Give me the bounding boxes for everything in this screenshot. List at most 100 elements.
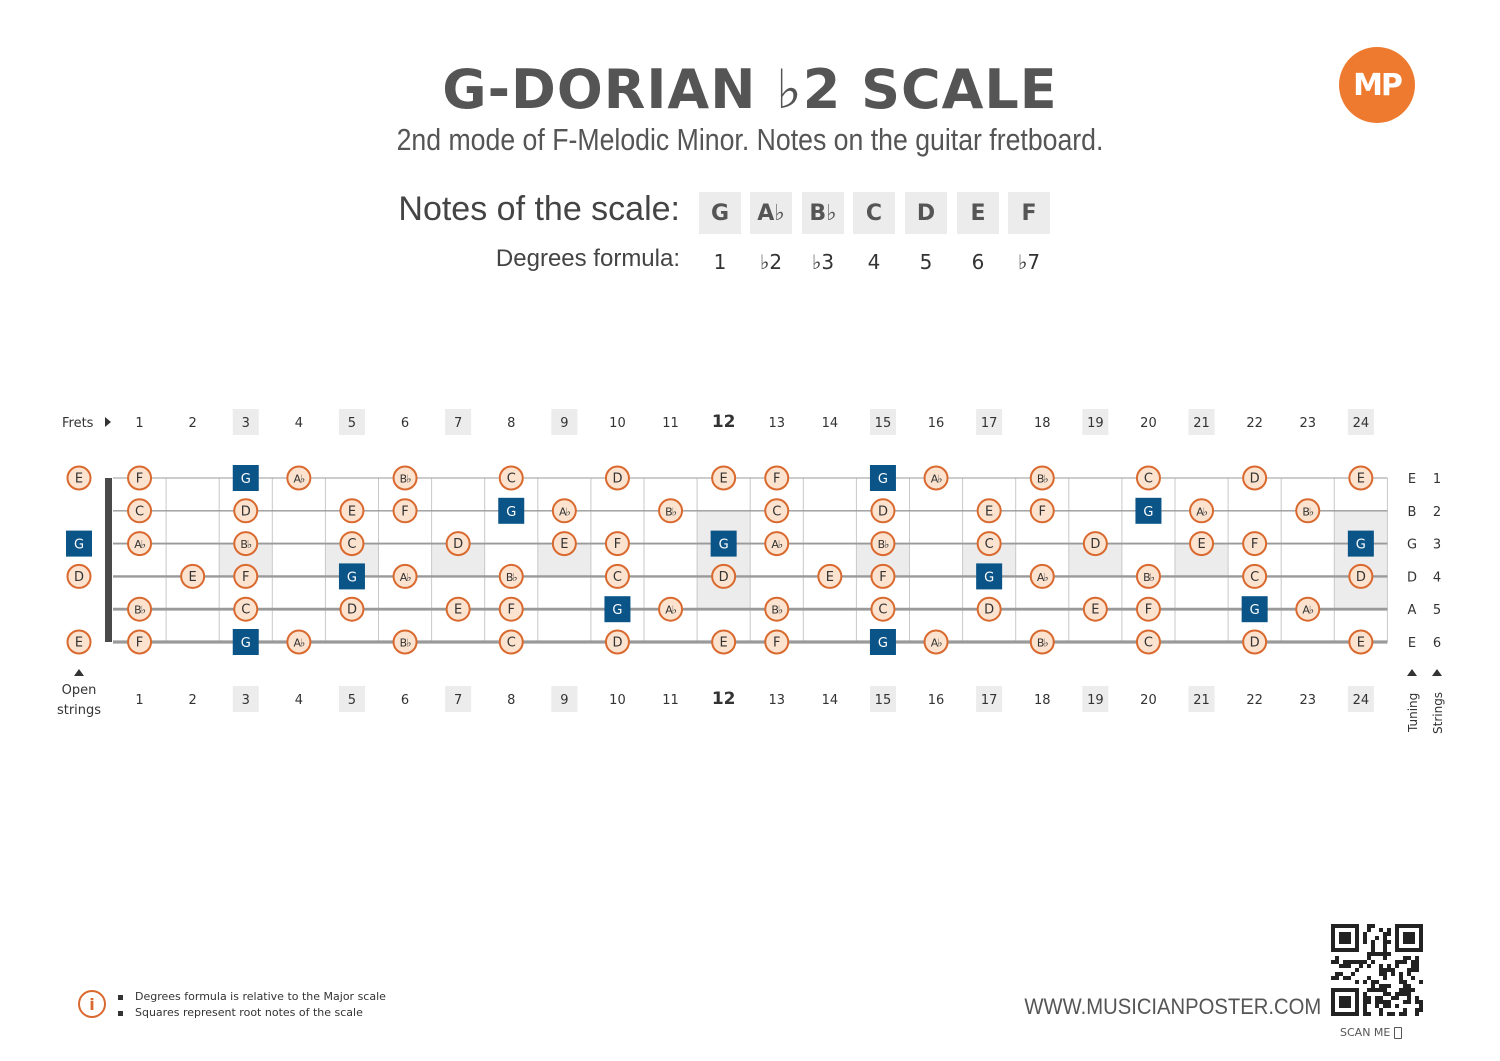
qr-module (1339, 972, 1343, 976)
arrow-up-icon (1407, 669, 1417, 676)
qr-module (1383, 956, 1387, 960)
notes-of-scale-label: Notes of the scale: (398, 190, 680, 228)
fret-number: 23 (1299, 416, 1316, 431)
qr-module (1383, 968, 1387, 972)
qr-module (1399, 1012, 1403, 1016)
string-number: 3 (1433, 538, 1441, 553)
qr-module (1335, 960, 1339, 964)
fretboard-nut (105, 478, 112, 642)
note-marker (870, 563, 896, 589)
note-marker (604, 563, 630, 589)
fret-number: 22 (1246, 416, 1263, 431)
scale-degree: ♭3 (811, 250, 835, 274)
website-link[interactable]: WWW.MUSICIANPOSTER.COM (1024, 994, 1322, 1019)
note-label: A♭ (293, 637, 305, 650)
fret-number: 14 (822, 416, 839, 431)
qr-module (1387, 952, 1391, 956)
note-label: G (1356, 538, 1366, 553)
note-marker (1295, 498, 1321, 524)
fret-number: 20 (1140, 416, 1157, 431)
scale-note: D (905, 192, 947, 234)
note-marker (392, 465, 418, 491)
scale-degree: 6 (971, 250, 985, 274)
tuning-note: B (1408, 505, 1417, 520)
note-marker (976, 498, 1002, 524)
qr-module (1367, 956, 1371, 960)
note-label: G (878, 472, 888, 487)
note-label: E (1091, 603, 1099, 618)
qr-module (1367, 964, 1371, 968)
note-marker (870, 498, 896, 524)
fret-number-highlight (338, 686, 365, 712)
note-label: C (507, 472, 516, 487)
open-strings-label: strings (57, 703, 101, 718)
note-label: D (1356, 570, 1366, 585)
fret-number: 24 (1353, 416, 1370, 431)
note-label: F (401, 504, 408, 519)
qr-module (1335, 956, 1339, 960)
note-marker (1189, 498, 1215, 524)
note-marker (66, 629, 92, 655)
qr-module (1363, 980, 1367, 984)
fret-number: 24 (1353, 693, 1370, 708)
note-label: B♭ (665, 505, 677, 518)
qr-module (1399, 988, 1403, 992)
qr-module (1347, 976, 1351, 980)
fretboard-diagram: 1 2 3 4 5 6 7 8 9 10 11 12 13 14 15 16 17 18 19 20 21 22 23 241… (57, 409, 1445, 734)
qr-module (1371, 952, 1375, 956)
fret-number: 3 (242, 693, 250, 708)
qr-module (1391, 968, 1395, 972)
fret-number: 12 (712, 689, 736, 709)
qr-module (1407, 968, 1411, 972)
note-label: C (878, 603, 887, 618)
note-marker (551, 498, 577, 524)
legend-text: Degrees formula is relative to the Major… (135, 990, 386, 1003)
note-marker (180, 563, 206, 589)
note-marker (1242, 531, 1268, 557)
qr-module (1407, 984, 1411, 988)
note-label: A♭ (771, 538, 783, 551)
fret-number: 10 (609, 416, 626, 431)
fret-number: 1 (135, 416, 143, 431)
qr-module (1331, 976, 1335, 980)
note-label: G (241, 636, 251, 651)
qr-module (1383, 936, 1387, 940)
note-marker (445, 596, 471, 622)
scale-note: C (853, 192, 895, 234)
fret-number: 12 (712, 412, 736, 432)
fret-number-highlight (551, 686, 578, 712)
fret-number-highlight (232, 409, 259, 435)
note-label: D (453, 537, 463, 552)
fret-number: 9 (560, 416, 568, 431)
frets-label: Frets (62, 416, 94, 431)
qr-module (1415, 968, 1419, 972)
note-label: E (348, 504, 356, 519)
qr-module (1379, 1012, 1383, 1016)
note-marker (127, 596, 153, 622)
note-label: D (612, 472, 622, 487)
qr-module (1375, 1000, 1379, 1004)
qr-module (1403, 980, 1407, 984)
note-marker (339, 531, 365, 557)
note-marker (658, 596, 684, 622)
qr-module (1411, 968, 1415, 972)
scale-degree: 4 (867, 250, 881, 274)
note-marker (817, 563, 843, 589)
qr-module (1367, 952, 1371, 956)
qr-module (1379, 984, 1383, 988)
note-marker (127, 531, 153, 557)
note-label: G (719, 538, 729, 553)
qr-module (1343, 960, 1347, 964)
qr-module (1339, 996, 1351, 1008)
fret-number: 6 (401, 693, 409, 708)
root-note-marker (1241, 596, 1268, 623)
fret-number-highlight (445, 686, 472, 712)
note-label: G (612, 603, 622, 618)
root-note-marker (1347, 530, 1374, 557)
qr-module (1371, 948, 1375, 952)
note-label: A♭ (931, 473, 943, 486)
note-label: C (507, 636, 516, 651)
root-note-marker (66, 530, 92, 557)
qr-module (1379, 1000, 1383, 1004)
tuning-note: G (1407, 538, 1417, 553)
